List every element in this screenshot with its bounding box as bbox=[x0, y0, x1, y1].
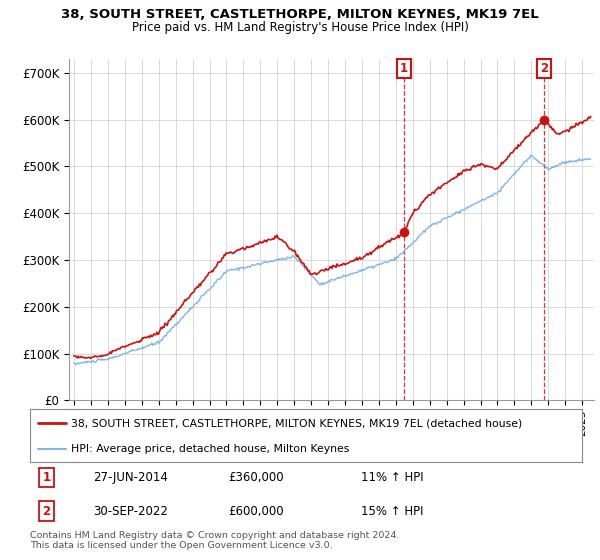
Text: Price paid vs. HM Land Registry's House Price Index (HPI): Price paid vs. HM Land Registry's House … bbox=[131, 21, 469, 34]
Text: 2: 2 bbox=[43, 505, 50, 517]
Text: £600,000: £600,000 bbox=[229, 505, 284, 517]
Text: 11% ↑ HPI: 11% ↑ HPI bbox=[361, 471, 424, 484]
Text: Contains HM Land Registry data © Crown copyright and database right 2024.
This d: Contains HM Land Registry data © Crown c… bbox=[30, 531, 400, 550]
Text: HPI: Average price, detached house, Milton Keynes: HPI: Average price, detached house, Milt… bbox=[71, 444, 350, 454]
Text: 27-JUN-2014: 27-JUN-2014 bbox=[94, 471, 169, 484]
Text: 38, SOUTH STREET, CASTLETHORPE, MILTON KEYNES, MK19 7EL (detached house): 38, SOUTH STREET, CASTLETHORPE, MILTON K… bbox=[71, 418, 523, 428]
Text: 2: 2 bbox=[540, 62, 548, 75]
Text: 1: 1 bbox=[400, 62, 408, 75]
Text: 15% ↑ HPI: 15% ↑ HPI bbox=[361, 505, 424, 517]
Text: 1: 1 bbox=[43, 471, 50, 484]
Text: 38, SOUTH STREET, CASTLETHORPE, MILTON KEYNES, MK19 7EL: 38, SOUTH STREET, CASTLETHORPE, MILTON K… bbox=[61, 8, 539, 21]
Text: £360,000: £360,000 bbox=[229, 471, 284, 484]
Text: 30-SEP-2022: 30-SEP-2022 bbox=[94, 505, 169, 517]
